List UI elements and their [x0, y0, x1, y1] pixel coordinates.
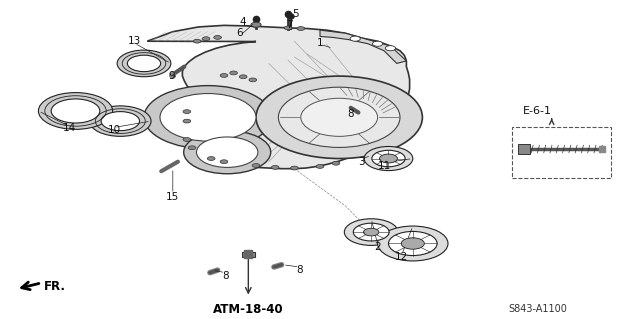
Circle shape [284, 26, 292, 30]
Circle shape [350, 36, 360, 41]
Circle shape [101, 112, 140, 130]
Circle shape [51, 99, 100, 123]
Circle shape [316, 165, 324, 168]
Circle shape [188, 146, 196, 150]
Circle shape [252, 164, 260, 167]
Text: 8: 8 [222, 271, 228, 281]
Text: 6: 6 [237, 28, 243, 38]
Circle shape [364, 228, 379, 236]
Text: E-6-1: E-6-1 [523, 106, 552, 116]
Circle shape [160, 93, 256, 141]
Circle shape [385, 46, 396, 51]
Text: 8: 8 [348, 109, 354, 119]
Polygon shape [320, 30, 406, 63]
Text: 12: 12 [396, 252, 408, 263]
Circle shape [202, 37, 210, 41]
Circle shape [127, 55, 161, 72]
Circle shape [353, 223, 389, 241]
Circle shape [278, 87, 400, 147]
Circle shape [364, 146, 413, 171]
Circle shape [378, 226, 448, 261]
Text: 8: 8 [296, 265, 303, 275]
Circle shape [301, 98, 378, 136]
Text: FR.: FR. [44, 280, 65, 293]
Bar [518, 144, 530, 154]
Circle shape [239, 75, 247, 78]
Circle shape [220, 160, 228, 164]
Circle shape [117, 50, 171, 77]
Circle shape [401, 238, 424, 249]
Bar [512, 127, 611, 178]
Circle shape [183, 137, 191, 141]
Circle shape [183, 110, 191, 114]
Bar [242, 252, 255, 257]
Circle shape [184, 130, 271, 174]
Circle shape [271, 166, 279, 169]
Text: 15: 15 [166, 192, 179, 202]
Text: 11: 11 [378, 160, 390, 170]
Text: 13: 13 [128, 36, 141, 46]
Circle shape [144, 85, 272, 149]
Text: 2: 2 [374, 242, 381, 252]
Text: 4: 4 [240, 17, 246, 27]
Circle shape [372, 150, 405, 167]
Text: S843-A1100: S843-A1100 [508, 304, 567, 314]
Text: 3: 3 [358, 157, 365, 167]
Text: 14: 14 [63, 123, 76, 133]
Circle shape [291, 166, 298, 170]
Text: 9: 9 [168, 71, 175, 81]
Circle shape [196, 137, 258, 167]
Text: 5: 5 [292, 9, 299, 19]
Circle shape [380, 154, 397, 163]
Circle shape [214, 35, 221, 39]
Circle shape [251, 22, 261, 27]
Circle shape [332, 161, 340, 165]
Circle shape [193, 39, 201, 43]
Circle shape [249, 78, 257, 82]
Text: 7: 7 [286, 20, 292, 30]
Circle shape [38, 93, 113, 130]
Circle shape [230, 71, 237, 75]
Circle shape [183, 119, 191, 123]
Circle shape [90, 106, 151, 136]
Circle shape [256, 76, 422, 159]
Circle shape [220, 74, 228, 78]
Polygon shape [147, 26, 410, 169]
Circle shape [388, 232, 437, 256]
Text: 10: 10 [108, 125, 120, 135]
Text: 1: 1 [317, 38, 323, 48]
Circle shape [344, 219, 398, 245]
Circle shape [207, 157, 215, 160]
Text: ATM-18-40: ATM-18-40 [213, 303, 284, 316]
Circle shape [297, 26, 305, 30]
Circle shape [372, 41, 383, 46]
